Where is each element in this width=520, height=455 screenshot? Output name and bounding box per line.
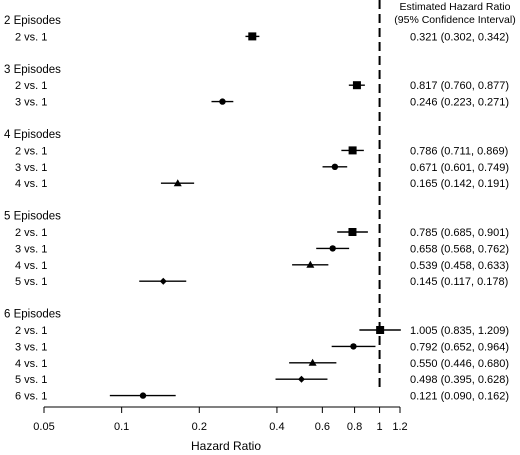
comparison-label: 2 vs. 1	[15, 145, 47, 157]
x-tick-label: 0.1	[114, 421, 129, 433]
estimate-triangle	[306, 260, 315, 268]
comparison-label: 5 vs. 1	[15, 374, 47, 386]
ci-text: 0.121 (0.090, 0.162)	[410, 391, 509, 403]
estimate-triangle	[173, 179, 182, 187]
estimate-square	[248, 32, 257, 41]
estimate-diamond	[297, 375, 305, 383]
x-axis-label: Hazard Ratio	[191, 439, 261, 453]
x-tick-label: 0.6	[315, 421, 330, 433]
estimate-circle	[350, 343, 357, 350]
ci-text: 0.550 (0.446, 0.680)	[410, 358, 509, 370]
estimate-diamond	[159, 277, 167, 285]
estimate-triangle	[308, 358, 317, 366]
ci-text: 0.658 (0.568, 0.762)	[410, 243, 509, 255]
comparison-label: 3 vs. 1	[15, 162, 47, 174]
ci-text: 0.817 (0.760, 0.877)	[410, 80, 509, 92]
estimate-square	[348, 146, 357, 155]
ci-text: 0.671 (0.601, 0.749)	[410, 162, 509, 174]
group-label: 5 Episodes	[4, 211, 61, 223]
estimate-circle	[219, 98, 226, 105]
ci-text: 0.321 (0.302, 0.342)	[410, 31, 509, 43]
ci-header-line2: (95% Confidence Interval)	[394, 14, 515, 26]
x-tick-label: 0.2	[192, 421, 207, 433]
ci-header-line1: Estimated Hazard Ratio	[400, 1, 511, 13]
ci-text: 0.145 (0.117, 0.178)	[410, 276, 508, 288]
group-label: 4 Episodes	[4, 129, 61, 141]
estimate-circle	[329, 245, 336, 252]
ci-text: 0.246 (0.223, 0.271)	[410, 97, 509, 109]
ci-text: 0.785 (0.685, 0.901)	[410, 227, 509, 239]
comparison-label: 5 vs. 1	[15, 276, 47, 288]
ci-text: 0.792 (0.652, 0.964)	[410, 341, 509, 353]
comparison-label: 2 vs. 1	[15, 80, 47, 92]
estimate-square	[376, 326, 385, 334]
comparison-label: 3 vs. 1	[15, 243, 47, 255]
x-tick-label: 1	[377, 421, 383, 433]
comparison-label: 3 vs. 1	[15, 341, 47, 353]
x-tick-label: 0.4	[269, 421, 284, 433]
ci-text: 1.005 (0.835, 1.209)	[410, 325, 509, 337]
estimate-square	[348, 228, 357, 236]
comparison-label: 4 vs. 1	[15, 178, 47, 190]
comparison-label: 4 vs. 1	[15, 260, 47, 272]
x-tick-label: 0.05	[33, 421, 54, 433]
group-label: 2 Episodes	[4, 15, 61, 27]
estimate-dot	[139, 392, 147, 399]
group-label: 3 Episodes	[4, 64, 61, 76]
estimate-circle	[331, 163, 339, 170]
ci-text: 0.498 (0.395, 0.628)	[410, 374, 509, 386]
estimate-square	[352, 81, 361, 90]
comparison-label: 2 vs. 1	[15, 227, 47, 239]
group-label: 6 Episodes	[4, 309, 61, 321]
x-tick-label: 1.2	[392, 421, 407, 433]
ci-text: 0.165 (0.142, 0.191)	[410, 178, 509, 190]
comparison-label: 2 vs. 1	[15, 325, 47, 337]
comparison-label: 3 vs. 1	[15, 97, 47, 109]
comparison-label: 4 vs. 1	[15, 358, 47, 370]
comparison-label: 6 vs. 1	[15, 391, 47, 403]
ci-text: 0.539 (0.458, 0.633)	[410, 260, 509, 272]
x-tick-label: 0.8	[347, 421, 362, 433]
comparison-label: 2 vs. 1	[15, 31, 47, 43]
ci-text: 0.786 (0.711, 0.869)	[410, 145, 508, 157]
